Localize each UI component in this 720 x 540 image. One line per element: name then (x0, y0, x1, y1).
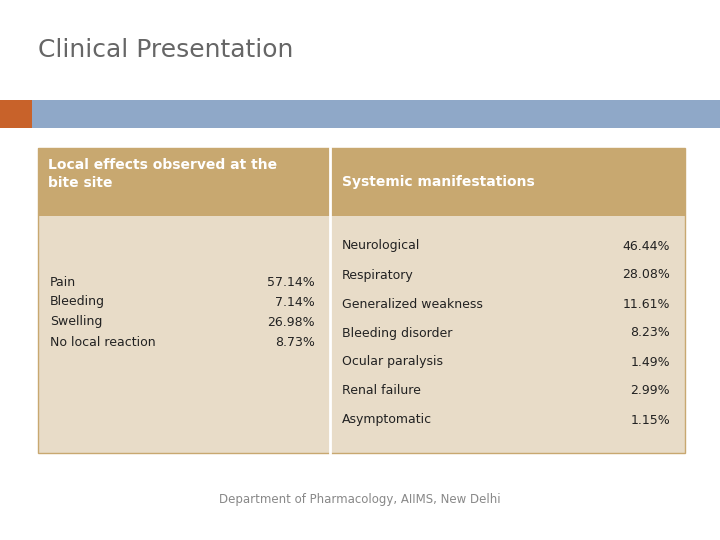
Text: No local reaction: No local reaction (50, 335, 156, 348)
Bar (38, 216, 330, 453)
Text: Renal failure: Renal failure (342, 384, 421, 397)
Text: Neurological: Neurological (342, 240, 420, 253)
Text: Clinical Presentation: Clinical Presentation (38, 38, 293, 62)
Text: 8.23%: 8.23% (630, 327, 670, 340)
Text: 1.49%: 1.49% (631, 355, 670, 368)
Text: Bleeding disorder: Bleeding disorder (342, 327, 452, 340)
Bar (38, 148, 330, 216)
Text: Asymptomatic: Asymptomatic (342, 414, 432, 427)
Text: Respiratory: Respiratory (342, 268, 414, 281)
Text: Local effects observed at the
bite site: Local effects observed at the bite site (48, 158, 277, 191)
Bar (330, 216, 685, 453)
Text: 2.99%: 2.99% (631, 384, 670, 397)
Text: 11.61%: 11.61% (623, 298, 670, 310)
Text: 46.44%: 46.44% (623, 240, 670, 253)
Bar (0, 100, 720, 128)
Text: 57.14%: 57.14% (267, 275, 315, 288)
Bar (330, 148, 685, 216)
Text: 7.14%: 7.14% (275, 295, 315, 308)
Text: Ocular paralysis: Ocular paralysis (342, 355, 443, 368)
Text: Bleeding: Bleeding (50, 295, 105, 308)
Text: Swelling: Swelling (50, 315, 102, 328)
Text: Systemic manifestations: Systemic manifestations (342, 175, 535, 189)
Bar (0, 100, 32, 128)
Text: Department of Pharmacology, AIIMS, New Delhi: Department of Pharmacology, AIIMS, New D… (219, 494, 501, 507)
Text: 26.98%: 26.98% (267, 315, 315, 328)
Text: 1.15%: 1.15% (630, 414, 670, 427)
Text: 8.73%: 8.73% (275, 335, 315, 348)
Text: Pain: Pain (50, 275, 76, 288)
Bar (38, 148, 685, 453)
Text: 28.08%: 28.08% (622, 268, 670, 281)
Text: Generalized weakness: Generalized weakness (342, 298, 483, 310)
